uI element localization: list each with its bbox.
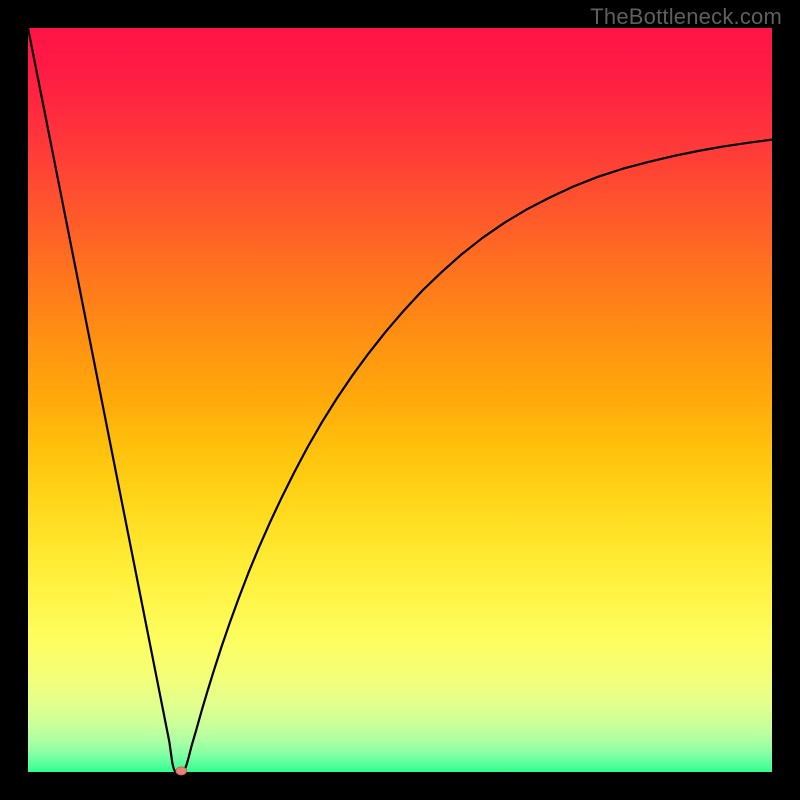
plot-background [28,28,772,772]
bottleneck-chart-svg [0,0,800,800]
watermark-text: TheBottleneck.com [590,4,782,30]
chart-canvas: TheBottleneck.com [0,0,800,800]
optimal-point-marker [176,767,187,775]
